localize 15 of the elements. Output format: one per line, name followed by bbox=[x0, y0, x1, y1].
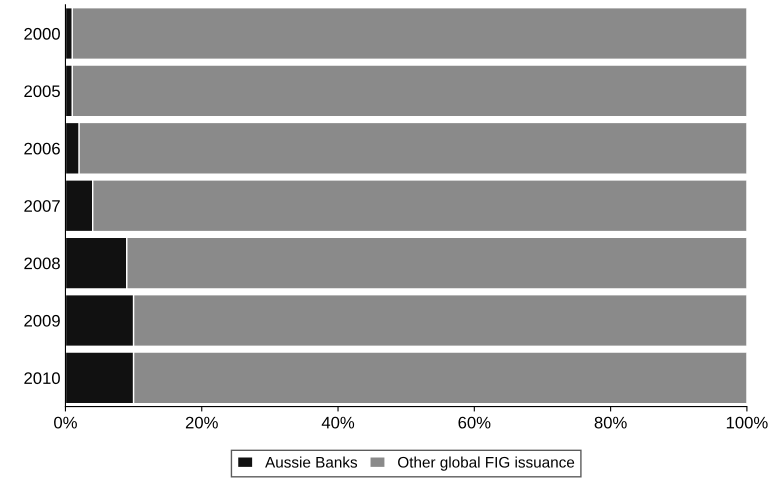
x-tick-label: 20% bbox=[186, 416, 218, 429]
x-tick-label: 60% bbox=[458, 416, 490, 429]
x-tick-label: 0% bbox=[54, 416, 77, 429]
legend-label: Aussie Banks bbox=[265, 456, 358, 468]
y-tick-label: 2000 bbox=[24, 28, 60, 40]
y-tick-label: 2010 bbox=[24, 372, 60, 384]
x-tick-label: 40% bbox=[322, 416, 354, 429]
y-tick-label: 2005 bbox=[24, 85, 60, 98]
y-tick-label: 2009 bbox=[24, 314, 60, 327]
legend-label: Other global FIG issuance bbox=[398, 456, 574, 471]
y-tick-label: 2006 bbox=[24, 142, 60, 155]
y-tick-label: 2007 bbox=[24, 200, 60, 212]
x-tick-label: 80% bbox=[594, 416, 627, 429]
y-tick-label: 2008 bbox=[24, 257, 60, 270]
x-tick-label: 100% bbox=[726, 416, 768, 429]
